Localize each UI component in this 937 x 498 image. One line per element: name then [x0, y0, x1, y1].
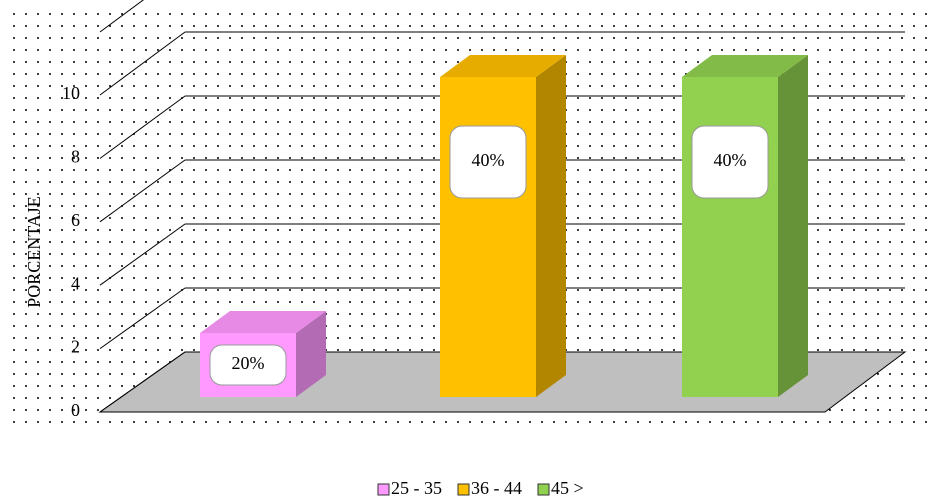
legend-swatch	[457, 483, 470, 496]
grid-diagonal	[99, 95, 186, 159]
legend-label: 25 - 35	[391, 478, 442, 498]
grid-diagonal	[99, 351, 186, 413]
legend-label: 36 - 44	[471, 478, 522, 498]
value-label-box	[209, 344, 287, 386]
value-label: 20%	[232, 353, 265, 373]
value-label-box	[691, 125, 769, 199]
y-tick-label: 10	[62, 83, 80, 103]
bar-side	[296, 311, 326, 397]
value-label-box	[449, 125, 527, 199]
y-tick-label: 6	[71, 210, 80, 230]
legend-swatch	[377, 483, 390, 496]
bar-top	[200, 311, 326, 333]
y-tick-label: 4	[71, 273, 80, 293]
legend-label: 45 >	[551, 478, 584, 498]
y-axis-label: PORCENTAJE	[24, 196, 44, 308]
y-tick-label: 0	[71, 400, 80, 420]
value-label: 40%	[472, 150, 505, 170]
bar	[440, 77, 536, 397]
y-tick-label: 8	[71, 147, 80, 167]
grid-diagonal	[99, 287, 186, 350]
grid-diagonal	[99, 159, 186, 223]
y-tick-label: 2	[71, 337, 80, 357]
value-label: 40%	[714, 150, 747, 170]
grid-diagonal	[99, 223, 186, 286]
legend-swatch	[537, 483, 550, 496]
bar-top	[682, 55, 808, 77]
wall-top-diagonal	[99, 0, 145, 33]
bar-top	[440, 55, 566, 77]
bar-side	[778, 55, 808, 397]
bar-side	[536, 55, 566, 397]
bar	[682, 77, 778, 397]
grid-diagonal	[99, 31, 186, 96]
